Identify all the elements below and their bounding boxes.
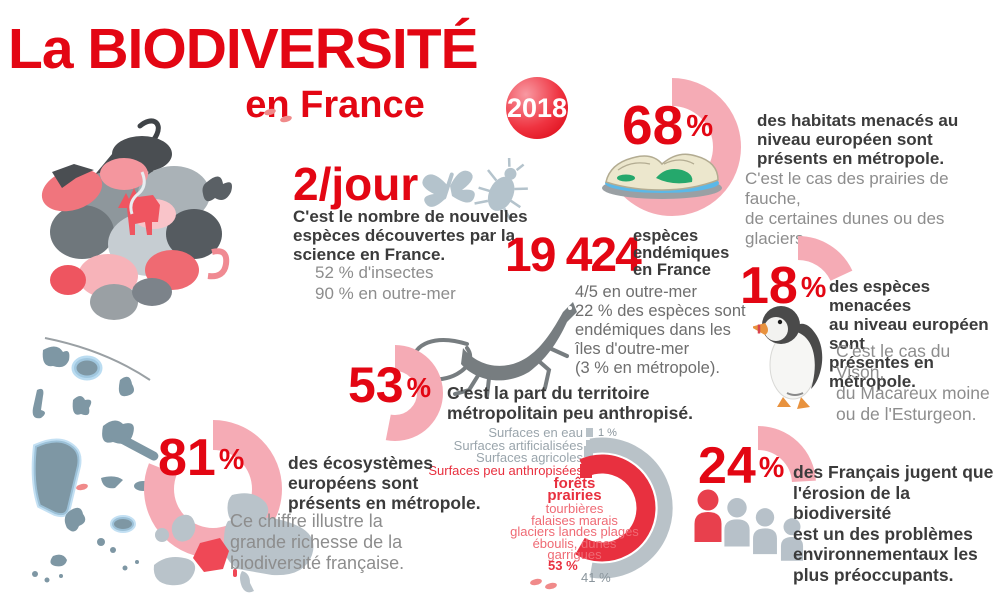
donut-24 xyxy=(700,426,816,542)
stat-53-text: C'est la part du territoire métropolitai… xyxy=(447,383,693,423)
stat-2jour-text: C'est le nombre de nouvelles espèces déc… xyxy=(293,207,528,264)
landuse-value-eau: 1 % xyxy=(598,427,617,439)
puffin-icon xyxy=(753,306,823,409)
person-gray-icon xyxy=(780,518,804,561)
donut-53 xyxy=(347,345,443,441)
swan-icon xyxy=(207,248,230,280)
france-shape xyxy=(193,538,229,572)
arc-agricoles xyxy=(589,437,673,579)
landuse-label-anthropisees: Surfaces peu anthropisées xyxy=(428,462,583,478)
stat-endemic-label: espèces endémiques en France xyxy=(633,227,730,279)
butterfly-icon xyxy=(422,170,475,207)
paw-marks-icon xyxy=(264,108,292,123)
butterfly-dark-icon xyxy=(202,176,232,202)
year-badge: 2018 xyxy=(506,77,568,139)
landuse-label-artificialisees: Surfaces artificialisées xyxy=(453,437,583,453)
stat-18-number: 18% xyxy=(740,257,827,315)
corsica-shape xyxy=(233,569,237,577)
france-species-collage xyxy=(41,118,232,320)
landuse-detail-words: forêts prairies tourbières falaises mara… xyxy=(510,475,639,562)
insects-icons xyxy=(422,158,528,220)
stat-81-number: 81% xyxy=(158,429,245,487)
beetle-icon xyxy=(474,158,528,220)
stat-68-number: 68% xyxy=(622,94,714,156)
landuse-bar-eau xyxy=(586,428,593,437)
stat-81-note: Ce chiffre illustre la grande richesse d… xyxy=(230,511,405,573)
stat-endemic-value: 19 424 xyxy=(505,229,642,282)
stat-2jour-value: 2/jour xyxy=(293,158,419,210)
donut-68 xyxy=(603,78,741,216)
page-title: La BIODIVERSITÉ xyxy=(8,17,479,81)
stat-24-text: des Français jugent que l'érosion de la … xyxy=(793,462,994,585)
stat-81-text: des écosystèmes européens sont présents … xyxy=(288,453,481,513)
europe-map-icon xyxy=(153,493,314,593)
paw-marks-icon xyxy=(530,578,557,590)
page-subtitle: en France xyxy=(245,84,425,126)
stat-2jour-note: 52 % d'insectes 90 % en outre-mer xyxy=(315,263,456,303)
bird-icon xyxy=(52,164,94,188)
landuse-arc-chart xyxy=(575,437,673,579)
separator-arc xyxy=(44,337,151,381)
stat-endemic-note: 4/5 en outre-mer 22 % des espèces sont e… xyxy=(575,283,746,377)
person-gray-icon xyxy=(724,498,750,547)
landuse-label-eau: Surfaces en eau xyxy=(488,425,583,440)
dunes-icon xyxy=(602,153,722,199)
donut-18 xyxy=(738,236,858,356)
landuse-arcvalue-gray: 41 % xyxy=(581,570,611,585)
deer-icon xyxy=(118,188,160,235)
person-gray-icon xyxy=(753,508,777,555)
stat-18-text: des espèces menacées au niveau européen … xyxy=(829,277,989,391)
stat-53-number: 53% xyxy=(348,357,432,413)
stat-68-text: des habitats menacés au niveau européen … xyxy=(757,111,959,168)
overseas-territories-map xyxy=(31,337,159,583)
landuse-label-agricoles: Surfaces agricoles xyxy=(476,450,583,465)
landuse-arcvalue-red: 53 % xyxy=(548,558,578,573)
stat-24-number: 24% xyxy=(698,437,785,495)
people-group-icon xyxy=(694,489,804,561)
stat-18-note: C'est le cas du Vison, du Macareux moine… xyxy=(836,341,990,424)
stat-68-note: C'est le cas des prairies de fauche, de … xyxy=(745,169,949,248)
person-red-icon xyxy=(694,489,722,542)
arc-peu-anthropisees xyxy=(575,454,656,562)
